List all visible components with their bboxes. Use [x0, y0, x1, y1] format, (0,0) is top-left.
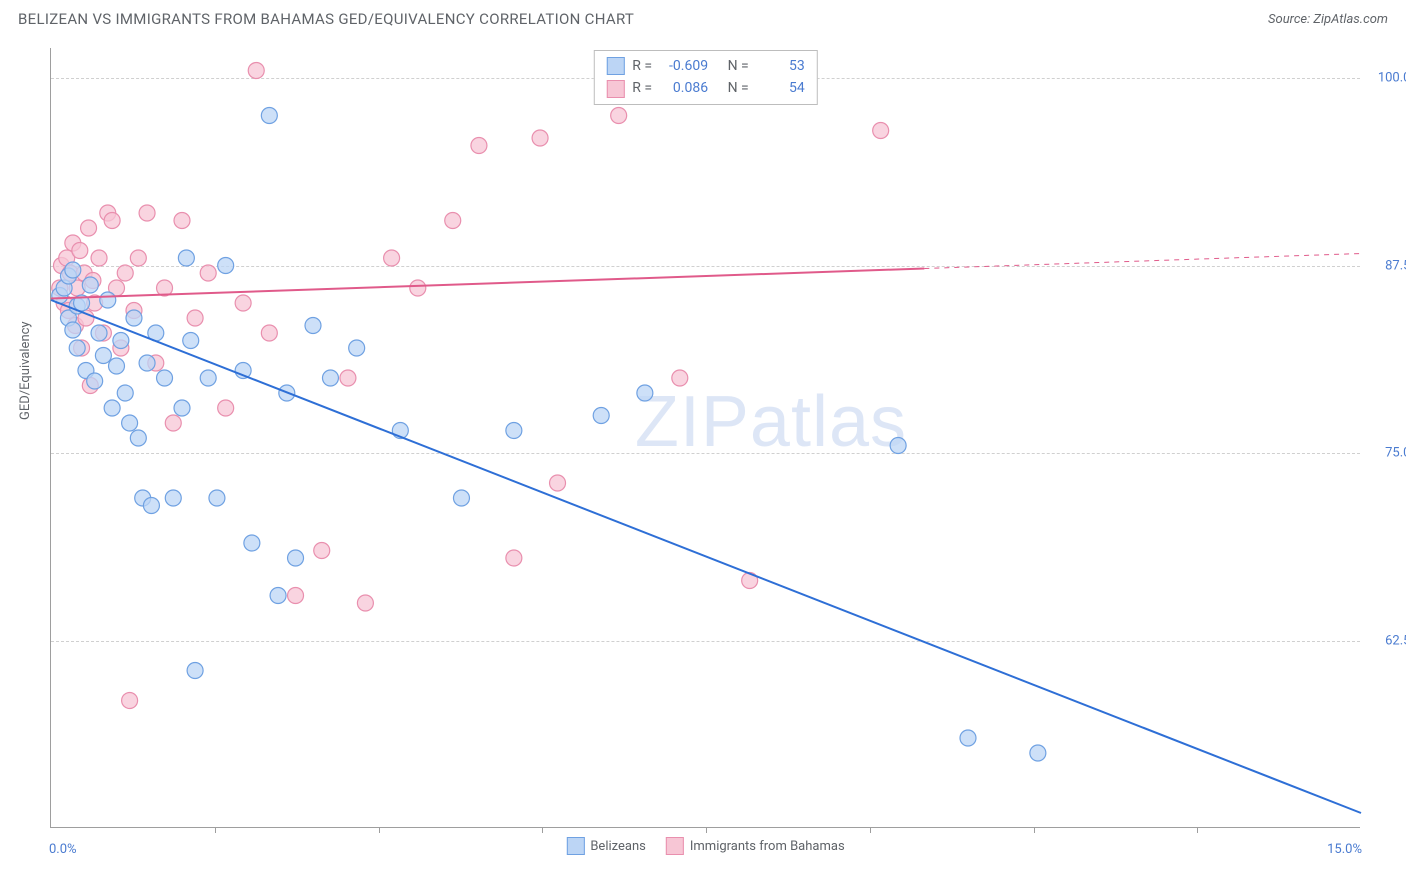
legend-swatch-blue: [566, 837, 584, 855]
stat-r-value-pink: 0.086: [660, 77, 708, 99]
y-tick-label: 62.5%: [1365, 633, 1406, 648]
stat-r-label: R =: [632, 55, 652, 77]
scatter-plot-svg: [51, 48, 1360, 827]
x-tick: [542, 827, 543, 833]
x-tick: [870, 827, 871, 833]
chart-plot-area: ZIPatlas 62.5%75.0%87.5%100.0% R = -0.60…: [50, 48, 1360, 828]
stats-swatch-pink: [606, 80, 624, 98]
source-attribution: Source: ZipAtlas.com: [1268, 12, 1388, 27]
x-tick: [215, 827, 216, 833]
legend-label-belizeans: Belizeans: [590, 839, 646, 854]
legend-label-bahamas: Immigrants from Bahamas: [690, 839, 845, 854]
y-tick-label: 87.5%: [1365, 258, 1406, 273]
x-axis-max-label: 15.0%: [1327, 842, 1362, 857]
y-tick-label: 100.0%: [1365, 71, 1406, 86]
series-legend: Belizeans Immigrants from Bahamas: [566, 837, 844, 855]
stat-n-value-pink: 54: [757, 77, 805, 99]
stat-n-value-blue: 53: [757, 55, 805, 77]
y-tick-label: 75.0%: [1365, 446, 1406, 461]
legend-item-belizeans: Belizeans: [566, 837, 646, 855]
x-tick: [1034, 827, 1035, 833]
stat-r-value-blue: -0.609: [660, 55, 708, 77]
x-axis-min-label: 0.0%: [49, 842, 77, 857]
stats-row-pink: R = 0.086 N = 54: [606, 77, 804, 99]
stat-n-label: N =: [728, 77, 749, 99]
chart-title: BELIZEAN VS IMMIGRANTS FROM BAHAMAS GED/…: [18, 10, 634, 28]
correlation-stats-box: R = -0.609 N = 53 R = 0.086 N = 54: [593, 50, 817, 105]
legend-item-bahamas: Immigrants from Bahamas: [666, 837, 845, 855]
y-axis-label: GED/Equivalency: [18, 321, 33, 420]
x-tick: [1197, 827, 1198, 833]
x-tick: [379, 827, 380, 833]
legend-swatch-pink: [666, 837, 684, 855]
stats-row-blue: R = -0.609 N = 53: [606, 55, 804, 77]
stat-r-label: R =: [632, 77, 652, 99]
stat-n-label: N =: [728, 55, 749, 77]
stats-swatch-blue: [606, 57, 624, 75]
x-tick: [706, 827, 707, 833]
